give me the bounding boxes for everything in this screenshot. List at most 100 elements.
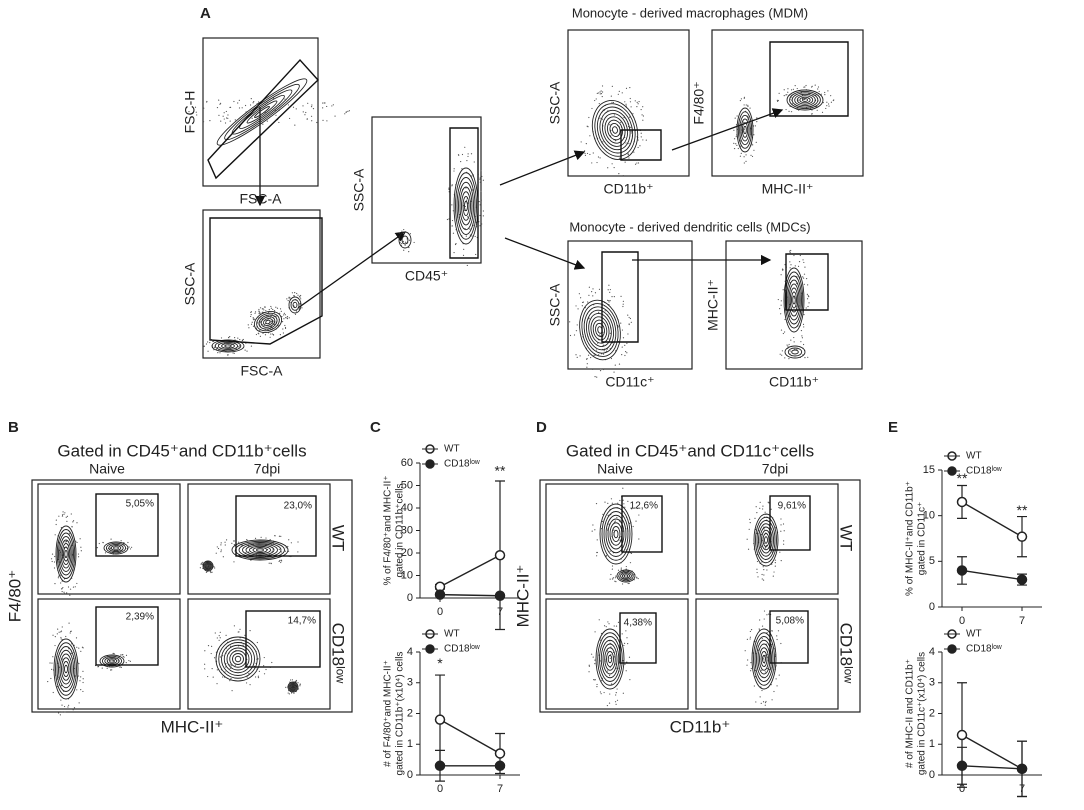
- event-dot: [622, 305, 624, 308]
- event-dot: [482, 210, 484, 212]
- event-dot: [613, 521, 616, 523]
- event-dot: [766, 614, 768, 616]
- event-dot: [610, 498, 613, 500]
- event-dot: [625, 568, 627, 570]
- event-dot: [200, 563, 202, 565]
- event-dot: [210, 571, 212, 574]
- event-dot: [54, 555, 56, 558]
- event-dot: [610, 357, 613, 360]
- event-dot: [776, 638, 778, 641]
- event-dot: [599, 691, 602, 693]
- event-dot: [756, 121, 758, 123]
- event-dot: [758, 628, 760, 630]
- event-dot: [61, 590, 63, 593]
- event-dot: [322, 119, 324, 121]
- event-dot: [590, 653, 593, 655]
- contour: [743, 125, 747, 135]
- contour: [753, 632, 775, 686]
- event-dot: [636, 106, 638, 108]
- event-dot: [210, 652, 212, 655]
- contour: [604, 116, 626, 144]
- event-dot: [220, 542, 222, 544]
- contour: [253, 311, 283, 333]
- event-dot: [635, 520, 637, 522]
- event-dot: [613, 166, 615, 169]
- event-dot: [623, 503, 625, 505]
- event-dot: [225, 110, 227, 113]
- event-dot: [63, 592, 66, 595]
- event-dot: [80, 650, 82, 652]
- event-dot: [609, 578, 611, 580]
- event-dot: [237, 337, 239, 339]
- event-dot: [804, 98, 806, 101]
- event-dot: [601, 680, 603, 682]
- event-dot: [817, 86, 820, 88]
- event-dot: [806, 298, 809, 300]
- contour: [618, 570, 634, 582]
- data-point: [494, 760, 506, 772]
- event-dot: [275, 114, 277, 116]
- contour: [581, 303, 619, 357]
- event-dot: [233, 625, 235, 627]
- event-dot: [262, 123, 264, 125]
- data-point: [956, 729, 968, 741]
- arrows: [254, 107, 784, 309]
- cytometry-plot: [695, 483, 839, 595]
- event-dot: [615, 581, 617, 583]
- event-dot: [743, 156, 745, 158]
- event-dot: [789, 250, 791, 252]
- event-dot: [281, 315, 283, 318]
- event-dot: [630, 321, 632, 323]
- event-dot: [448, 187, 450, 189]
- event-dot: [127, 541, 129, 544]
- event-dot: [752, 144, 754, 146]
- event-dot: [258, 670, 260, 672]
- event-dot: [811, 113, 813, 115]
- event-dot: [283, 314, 285, 316]
- event-dot: [217, 352, 219, 354]
- event-dot: [66, 592, 68, 594]
- event-dot: [279, 333, 281, 336]
- event-dot: [128, 546, 130, 548]
- gate-percentage: 2,39%: [126, 612, 154, 623]
- contour: [108, 543, 124, 553]
- y-tick-label: 2: [407, 707, 413, 719]
- event-dot: [209, 570, 212, 573]
- event-dot: [51, 553, 54, 555]
- event-dot: [205, 343, 208, 345]
- event-dot: [207, 675, 209, 678]
- event-dot: [594, 99, 596, 102]
- series-line: [439, 554, 501, 588]
- event-dot: [56, 633, 58, 635]
- event-dot: [789, 350, 791, 352]
- contour: [601, 113, 629, 147]
- event-dot: [783, 530, 785, 532]
- event-dot: [66, 520, 68, 522]
- x-tick-label: 7: [497, 783, 503, 795]
- event-dot: [805, 277, 808, 280]
- event-dot: [771, 699, 773, 701]
- event-dot: [800, 341, 802, 343]
- event-dot: [305, 111, 307, 114]
- event-dot: [233, 540, 235, 542]
- event-dot: [408, 250, 410, 253]
- event-dot: [786, 344, 788, 346]
- event-dot: [792, 88, 795, 90]
- event-dot: [802, 323, 805, 325]
- event-dot: [606, 704, 609, 707]
- event-dot: [257, 658, 259, 660]
- x-axis-label: MHC-II⁺: [762, 181, 814, 197]
- contour: [258, 314, 278, 330]
- gate: [207, 58, 319, 180]
- event-dot: [609, 291, 611, 293]
- event-dot: [762, 579, 765, 581]
- event-dot: [804, 357, 806, 359]
- event-dot: [780, 274, 782, 276]
- event-dot: [763, 528, 765, 530]
- event-dot: [211, 571, 213, 573]
- event-dot: [304, 114, 306, 116]
- event-dot: [593, 679, 595, 681]
- event-dot: [284, 550, 287, 552]
- event-dot: [79, 538, 81, 540]
